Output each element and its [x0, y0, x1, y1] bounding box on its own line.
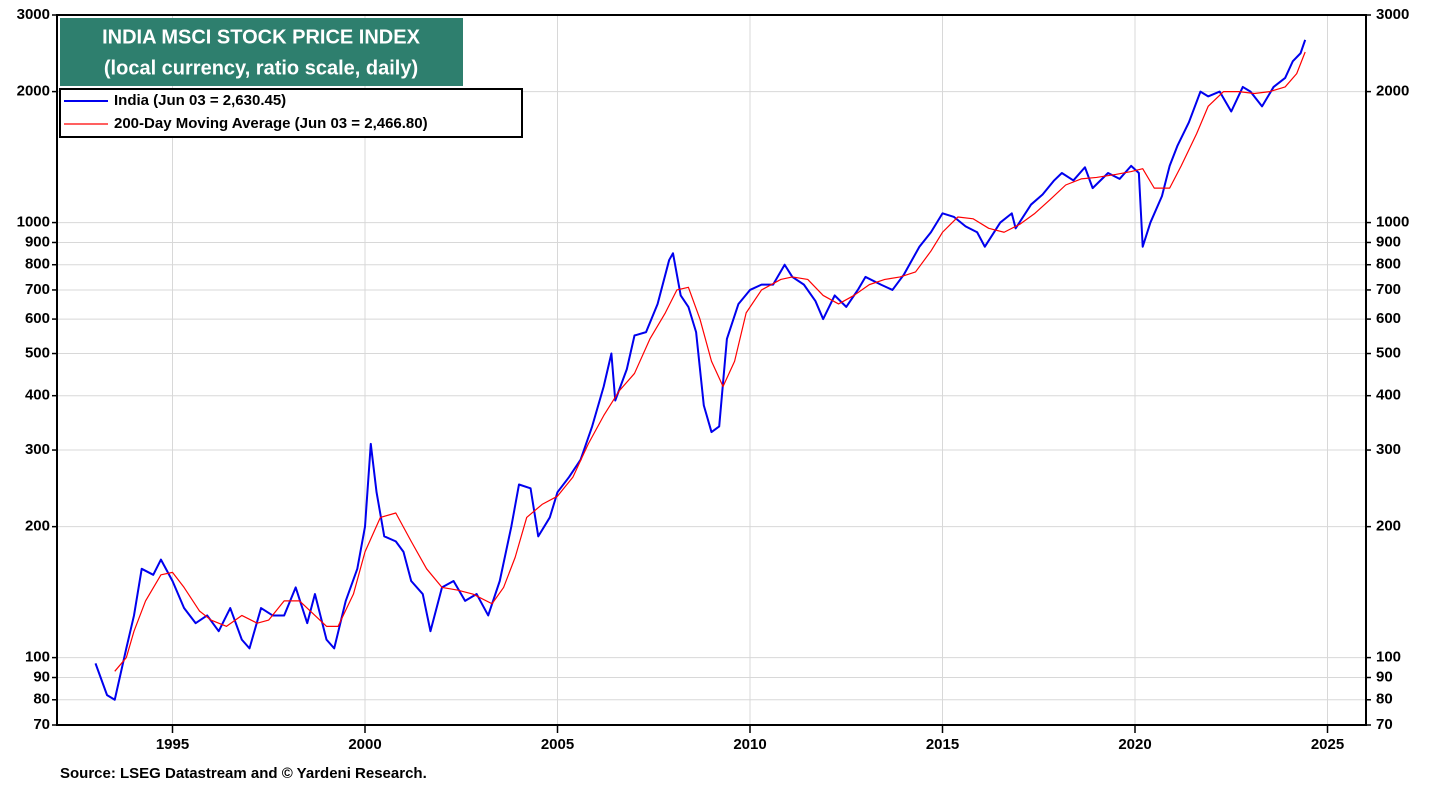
y2-tick-label: 90: [1376, 668, 1393, 685]
series-line: [114, 51, 1306, 672]
y-tick-label: 700: [25, 281, 50, 298]
x-tick-label: 2020: [1118, 736, 1151, 753]
y-tick-label: 800: [25, 256, 50, 273]
legend-label: 200-Day Moving Average (Jun 03 = 2,466.8…: [114, 115, 428, 132]
y2-tick-label: 200: [1376, 518, 1401, 535]
y-tick-label: 1000: [17, 214, 50, 231]
y-tick-label: 70: [33, 716, 50, 733]
legend: India (Jun 03 = 2,630.45) 200-Day Moving …: [64, 92, 428, 132]
y2-tick-label: 400: [1376, 387, 1401, 404]
legend-box: [59, 88, 523, 138]
chart-subtitle: (local currency, ratio scale, daily): [104, 57, 418, 79]
plot-frame: [56, 14, 1367, 726]
x-tick-label: 2010: [733, 736, 766, 753]
y2-tick-label: 3000: [1376, 6, 1409, 23]
y2-tick-label: 80: [1376, 691, 1393, 708]
y2-tick-label: 600: [1376, 310, 1401, 327]
y2-tick-label: 900: [1376, 233, 1401, 250]
y-tick-label: 80: [33, 691, 50, 708]
y2-tick-label: 100: [1376, 649, 1401, 666]
chart-title: INDIA MSCI STOCK PRICE INDEX: [102, 26, 420, 48]
y-tick-label: 2000: [17, 83, 50, 100]
y2-tick-label: 1000: [1376, 214, 1409, 231]
title-box: [60, 18, 463, 86]
y-tick-label: 3000: [17, 6, 50, 23]
y2-tick-label: 2000: [1376, 83, 1409, 100]
x-tick-label: 2025: [1311, 736, 1344, 753]
y-tick-label: 900: [25, 233, 50, 250]
legend-label: India (Jun 03 = 2,630.45): [114, 92, 286, 109]
y2-tick-label: 700: [1376, 281, 1401, 298]
y-tick-label: 90: [33, 668, 50, 685]
y-tick-label: 400: [25, 387, 50, 404]
x-tick-label: 2005: [541, 736, 574, 753]
x-tick-label: 1995: [156, 736, 189, 753]
series-line: [94, 39, 1307, 701]
plot-lines: [94, 39, 1307, 701]
y-tick-label: 600: [25, 310, 50, 327]
y2-tick-label: 500: [1376, 344, 1401, 361]
y2-tick-label: 300: [1376, 441, 1401, 458]
y2-tick-label: 70: [1376, 716, 1393, 733]
x-tick-label: 2000: [348, 736, 381, 753]
y2-tick-label: 800: [1376, 256, 1401, 273]
y-tick-label: 300: [25, 441, 50, 458]
x-tick-label: 2015: [926, 736, 959, 753]
y-tick-label: 100: [25, 649, 50, 666]
y-tick-label: 200: [25, 518, 50, 535]
source-note: Source: LSEG Datastream and © Yardeni Re…: [60, 765, 427, 782]
y-tick-label: 500: [25, 344, 50, 361]
